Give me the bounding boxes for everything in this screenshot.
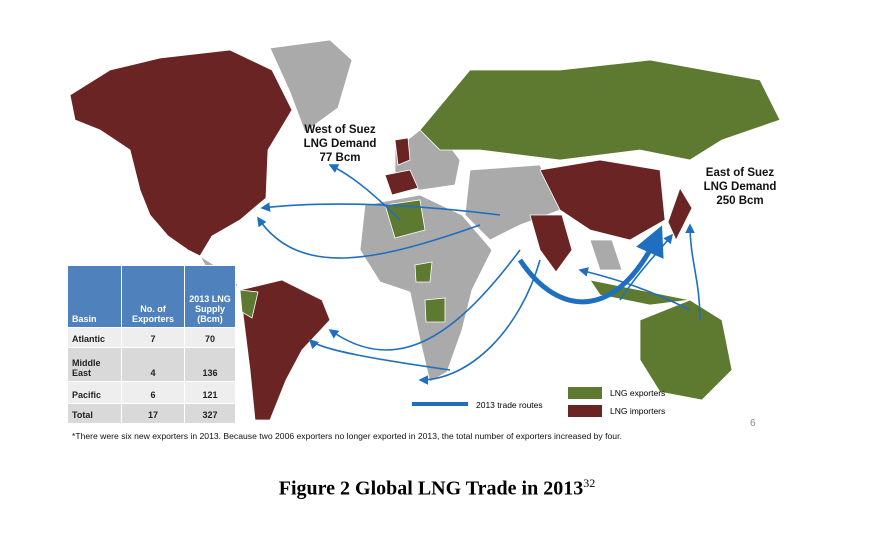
header-cell: No. of Exporters	[121, 265, 185, 328]
trade-routes	[257, 164, 701, 385]
cell: Pacific	[67, 381, 122, 404]
supply-table: Basin No. of Exporters 2013 LNG Supply (Bc…	[67, 265, 236, 424]
legend-swatch	[568, 387, 602, 399]
legend-text: LNG importers	[610, 406, 665, 416]
caption: Figure 2 Global LNG Trade in 201332	[0, 476, 874, 501]
cell: 4	[121, 347, 185, 382]
cell: 121	[184, 381, 236, 404]
cell: Atlantic	[67, 327, 122, 348]
caption-superscript: 32	[583, 476, 596, 490]
legend-text: 2013 trade routes	[476, 400, 543, 410]
cell: Total	[67, 403, 122, 424]
legend-swatch	[568, 405, 602, 417]
east-label: 250 Bcm	[716, 195, 763, 207]
cell: 136	[184, 347, 236, 382]
cell: Middle East	[67, 347, 122, 382]
cell: 6	[121, 381, 185, 404]
east-label: LNG Demand	[704, 181, 777, 193]
footnote: *There were six new exporters in 2013. B…	[72, 431, 622, 441]
cell: 7	[121, 327, 185, 348]
west-label: West of Suez	[304, 124, 376, 136]
header-cell: 2013 LNG Supply (Bcm)	[184, 265, 236, 328]
legend-text: LNG exporters	[610, 388, 665, 398]
caption-text: Figure 2 Global LNG Trade in 2013	[278, 477, 584, 500]
west-label: LNG Demand	[304, 138, 377, 150]
east-label: East of Suez	[706, 167, 775, 179]
cell: 327	[184, 403, 236, 424]
slide-number: 6	[750, 418, 756, 429]
cell: 17	[121, 403, 185, 424]
cell: 70	[184, 327, 236, 348]
land	[69, 39, 781, 421]
west-label: 77 Bcm	[320, 152, 361, 164]
header-cell: Basin	[67, 265, 122, 328]
